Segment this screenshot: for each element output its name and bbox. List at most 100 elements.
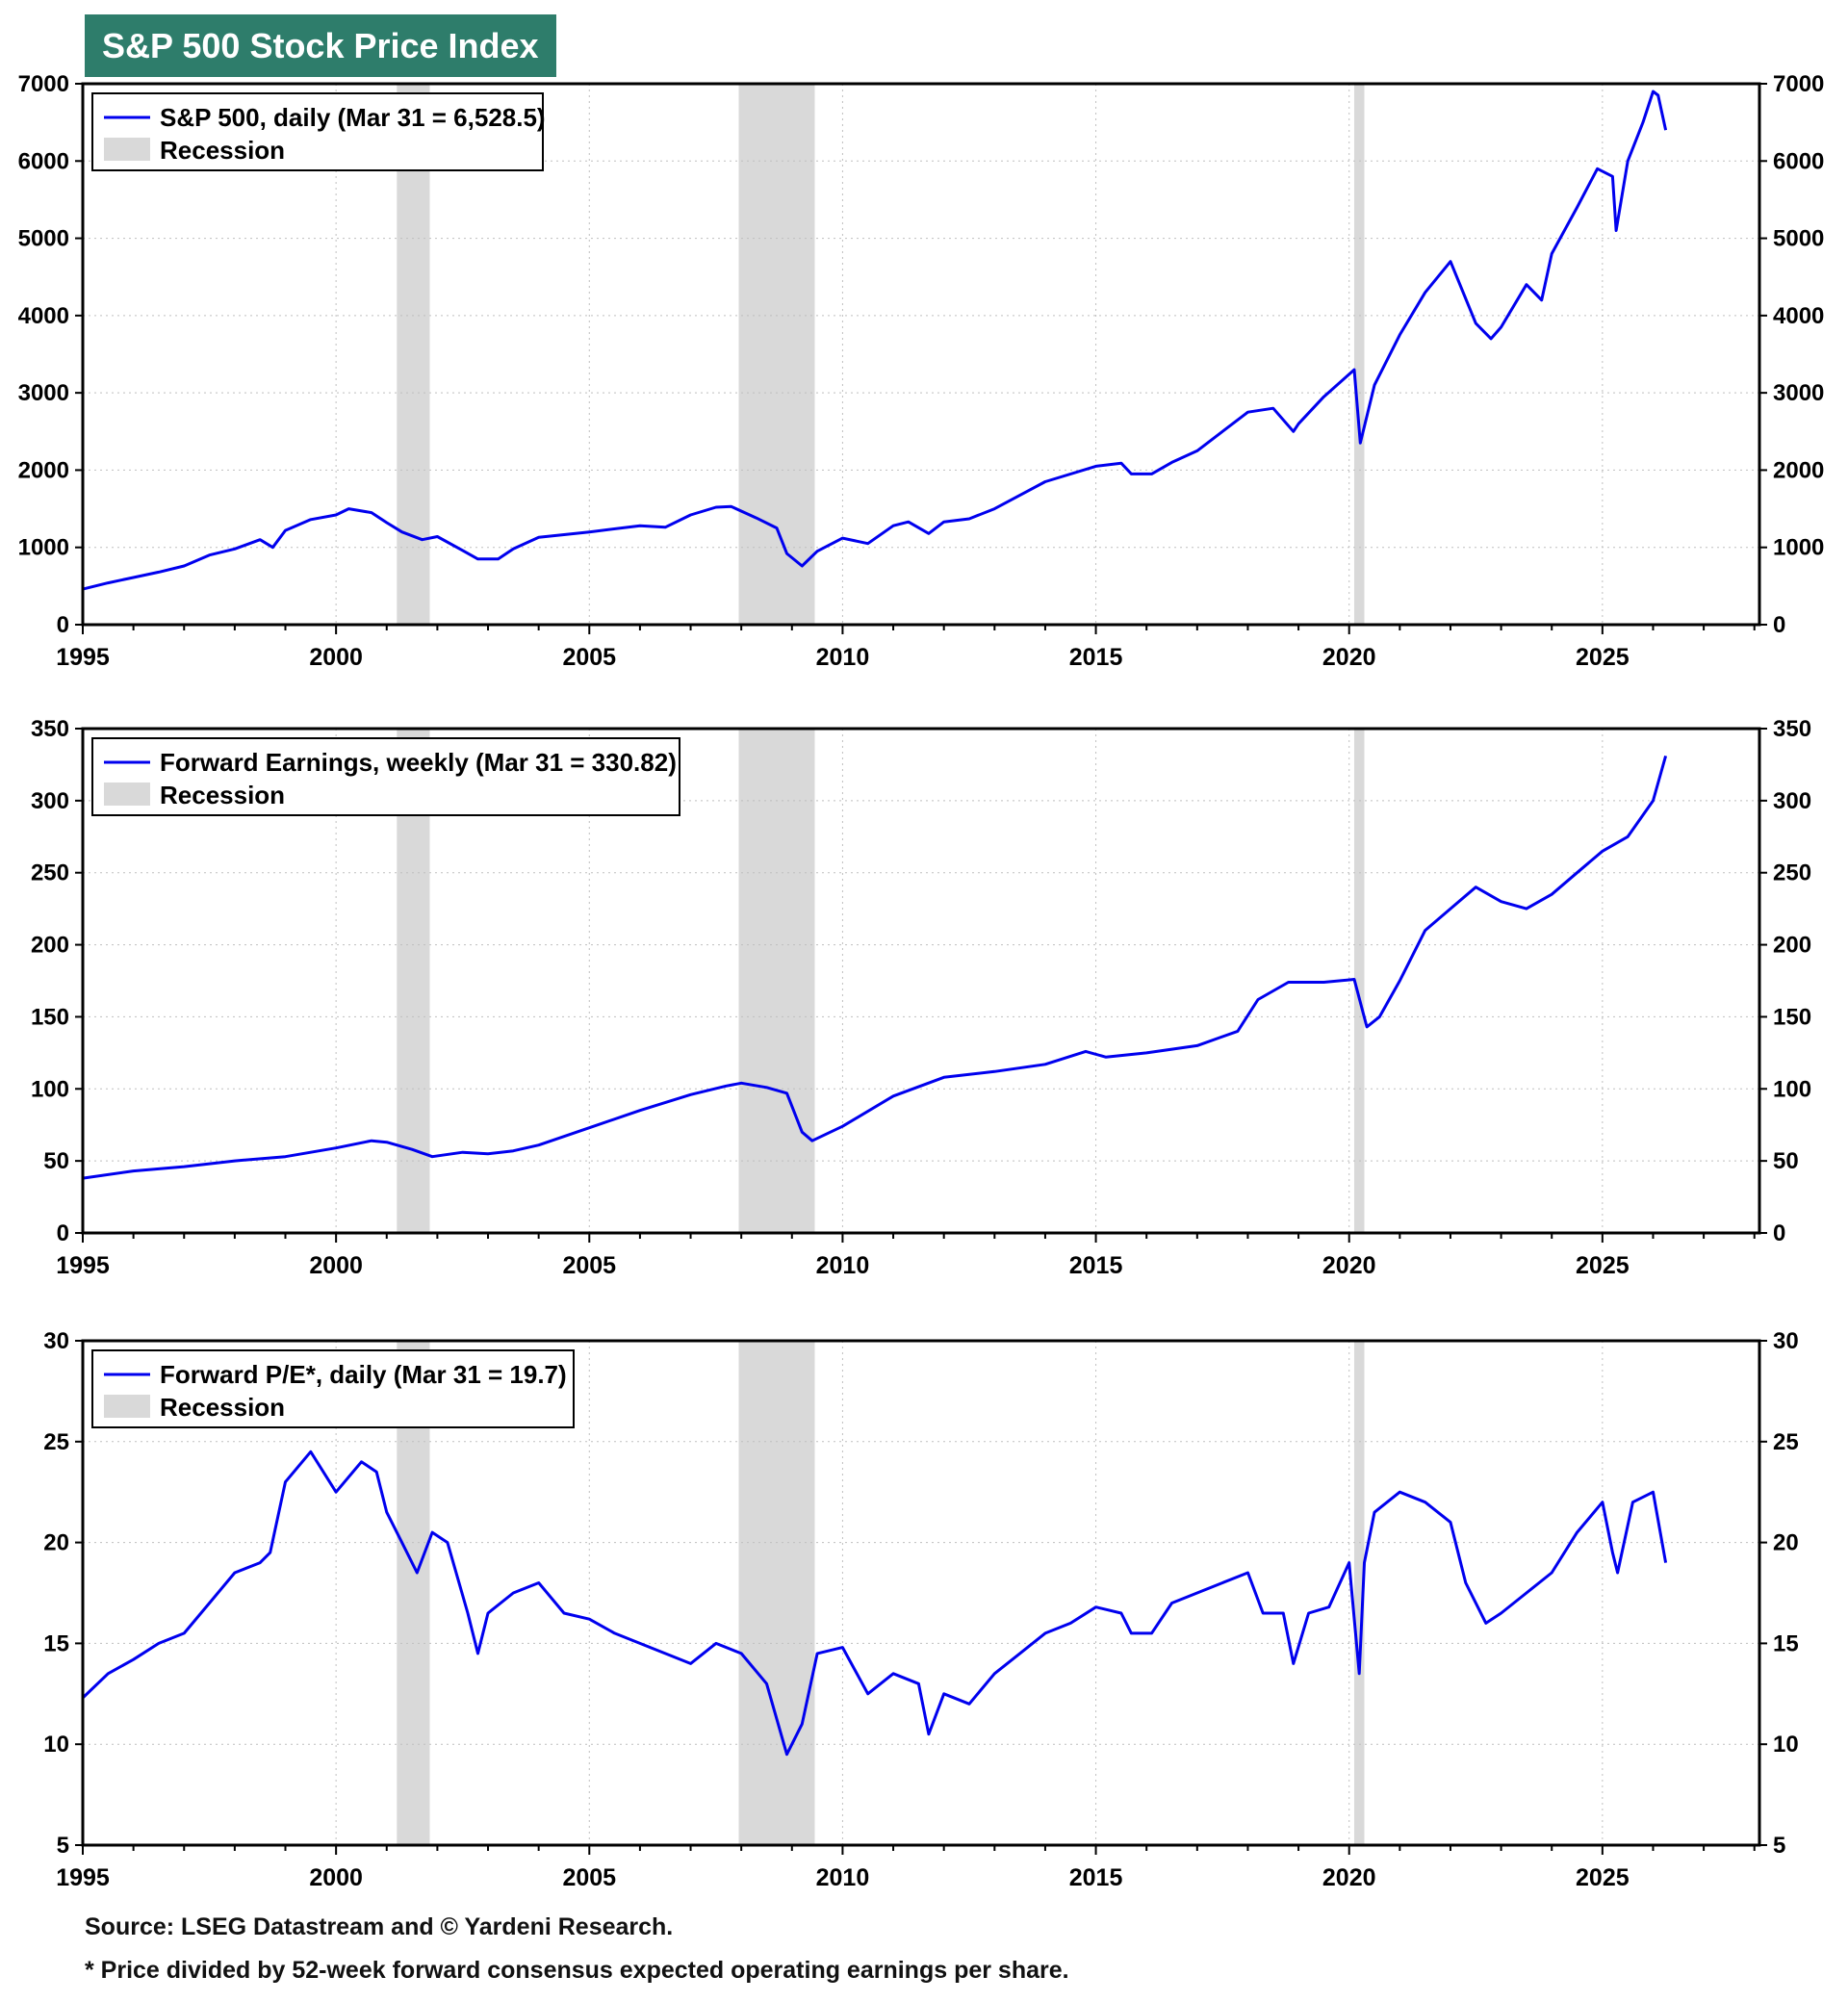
forward-earnings-ytick-label-right: 200	[1773, 933, 1811, 959]
sp500-ytick-label-left: 1000	[18, 535, 69, 561]
forward-earnings-ytick-label-left: 150	[31, 1004, 69, 1030]
forward-pe-legend: Forward P/E*, daily (Mar 31 = 19.7) Reces…	[91, 1349, 575, 1428]
forward-earnings-xtick-label-2010: 2010	[816, 1252, 870, 1279]
forward-pe-xtick-label-2000: 2000	[309, 1864, 363, 1891]
sp500-ytick-label-left: 2000	[18, 457, 69, 483]
forward-pe-xtick-label-2020: 2020	[1322, 1864, 1376, 1891]
forward-earnings-ytick-label-left: 350	[31, 716, 69, 742]
forward-earnings-xtick-label-2005: 2005	[562, 1252, 616, 1279]
forward-pe-legend-label-series: Forward P/E*, daily (Mar 31 = 19.7)	[160, 1360, 567, 1389]
footnote: * Price divided by 52-week forward conse…	[85, 1957, 1069, 1984]
sp500-ytick-label-left: 7000	[18, 71, 69, 97]
sp500-legend-box	[91, 92, 544, 171]
forward-earnings-ytick-label-left: 200	[31, 933, 69, 959]
forward-pe-ytick-label-left: 15	[43, 1630, 69, 1656]
forward-pe-ytick-label-left: 5	[57, 1833, 69, 1859]
sp500-xtick-label-2015: 2015	[1069, 644, 1123, 671]
sp500-legend: S&P 500, daily (Mar 31 = 6,528.5) Recessi…	[91, 92, 546, 171]
forward-earnings-plot-frame	[81, 727, 1761, 1235]
forward-earnings-ytick-label-left: 100	[31, 1076, 69, 1102]
forward-pe-ytick-label-right: 15	[1773, 1630, 1799, 1656]
forward-earnings-xtick-label-2020: 2020	[1322, 1252, 1376, 1279]
sp500-ytick-label-left: 5000	[18, 226, 69, 252]
forward-earnings-series-line	[82, 755, 1668, 1180]
sp500-recession-band-2	[1353, 84, 1365, 625]
forward-earnings-legend-recession-swatch	[104, 783, 150, 806]
forward-pe-ytick-label-left: 25	[43, 1429, 69, 1455]
forward-pe-ytick-label-left: 20	[43, 1530, 69, 1556]
forward-earnings-ytick-label-right: 100	[1773, 1076, 1811, 1102]
forward-earnings-xtick-label-2015: 2015	[1069, 1252, 1123, 1279]
forward-earnings-xtick-label-2025: 2025	[1576, 1252, 1630, 1279]
sp500-legend-label-series: S&P 500, daily (Mar 31 = 6,528.5)	[160, 103, 546, 132]
sp500-ytick-label-right: 3000	[1773, 380, 1824, 406]
forward-pe-xtick-label-2010: 2010	[816, 1864, 870, 1891]
sp500-xtick-label-1995: 1995	[56, 644, 110, 671]
sp500-recession-band-1	[738, 84, 815, 625]
forward-earnings-legend-label-series: Forward Earnings, weekly (Mar 31 = 330.8…	[160, 748, 677, 777]
sp500-ytick-label-right: 1000	[1773, 535, 1824, 561]
forward-pe-plot-frame	[81, 1339, 1761, 1847]
forward-earnings-recession-band-2	[1353, 729, 1365, 1233]
sp500-ytick-label-right: 5000	[1773, 226, 1824, 252]
forward-earnings-xtick-label-2000: 2000	[309, 1252, 363, 1279]
chart-title: S&P 500 Stock Price Index	[85, 14, 556, 77]
forward-earnings-legend: Forward Earnings, weekly (Mar 31 = 330.8…	[91, 737, 680, 816]
forward-earnings-ytick-label-right: 50	[1773, 1148, 1799, 1174]
forward-earnings-xtick-label-1995: 1995	[56, 1252, 110, 1279]
forward-pe-xtick-label-2005: 2005	[562, 1864, 616, 1891]
forward-pe-ytick-label-right: 25	[1773, 1429, 1799, 1455]
forward-earnings-ytick-label-left: 300	[31, 788, 69, 814]
forward-pe-legend-box	[91, 1349, 575, 1428]
forward-earnings-ytick-label-right: 250	[1773, 860, 1811, 886]
forward-earnings-ytick-label-left: 0	[57, 1220, 69, 1246]
sp500-ytick-label-left: 3000	[18, 380, 69, 406]
forward-pe-ytick-label-right: 20	[1773, 1530, 1799, 1556]
forward-earnings-ytick-label-left: 250	[31, 860, 69, 886]
forward-earnings-legend-label-recession: Recession	[160, 781, 285, 809]
sp500-ytick-label-left: 6000	[18, 148, 69, 174]
sp500-ytick-label-right: 6000	[1773, 148, 1824, 174]
forward-earnings-panel: 0 0 50 50 100 100 150 150 200 200 250 250 300 300 350 3…	[31, 716, 1811, 1279]
forward-pe-ytick-label-left: 30	[43, 1328, 69, 1354]
forward-pe-series-line	[81, 1450, 1668, 1757]
forward-pe-xtick-label-2015: 2015	[1069, 1864, 1123, 1891]
forward-pe-ytick-label-right: 30	[1773, 1328, 1799, 1354]
sp500-panel: 0 0 1000 1000 2000 2000 3000 3000 4000 4000 5000 50…	[18, 71, 1825, 671]
forward-earnings-ytick-label-right: 350	[1773, 716, 1811, 742]
sp500-ytick-label-right: 0	[1773, 612, 1785, 638]
forward-pe-xtick-label-1995: 1995	[56, 1864, 110, 1891]
sp500-series-line	[82, 90, 1668, 591]
forward-earnings-ytick-label-right: 150	[1773, 1004, 1811, 1030]
sp500-ytick-label-right: 2000	[1773, 457, 1824, 483]
forward-pe-xtick-label-2025: 2025	[1576, 1864, 1630, 1891]
sp500-legend-recession-swatch	[104, 138, 150, 161]
forward-earnings-ytick-label-left: 50	[43, 1148, 69, 1174]
forward-pe-ytick-label-left: 10	[43, 1732, 69, 1758]
forward-earnings-recession-band-1	[738, 729, 815, 1233]
forward-pe-recession-band-2	[1353, 1341, 1365, 1845]
sp500-ytick-label-right: 4000	[1773, 303, 1824, 329]
forward-pe-ytick-label-right: 10	[1773, 1732, 1799, 1758]
source-note: Source: LSEG Datastream and © Yardeni Re…	[85, 1913, 674, 1940]
sp500-ytick-label-right: 7000	[1773, 71, 1824, 97]
sp500-xtick-label-2000: 2000	[309, 644, 363, 671]
sp500-plot-frame	[81, 82, 1761, 627]
forward-pe-legend-recession-swatch	[104, 1395, 150, 1418]
forward-pe-ytick-label-right: 5	[1773, 1833, 1785, 1859]
sp500-xtick-label-2020: 2020	[1322, 644, 1376, 671]
forward-earnings-ytick-label-right: 300	[1773, 788, 1811, 814]
forward-pe-recession-band-1	[738, 1341, 815, 1845]
forward-earnings-ytick-label-right: 0	[1773, 1220, 1785, 1246]
sp500-xtick-label-2010: 2010	[816, 644, 870, 671]
forward-pe-legend-label-recession: Recession	[160, 1393, 285, 1422]
sp500-xtick-label-2025: 2025	[1576, 644, 1630, 671]
sp500-recession-band-0	[397, 84, 430, 625]
sp500-legend-label-recession: Recession	[160, 136, 285, 165]
sp500-ytick-label-left: 4000	[18, 303, 69, 329]
forward-earnings-legend-box	[91, 737, 680, 816]
sp500-ytick-label-left: 0	[57, 612, 69, 638]
sp500-xtick-label-2005: 2005	[562, 644, 616, 671]
